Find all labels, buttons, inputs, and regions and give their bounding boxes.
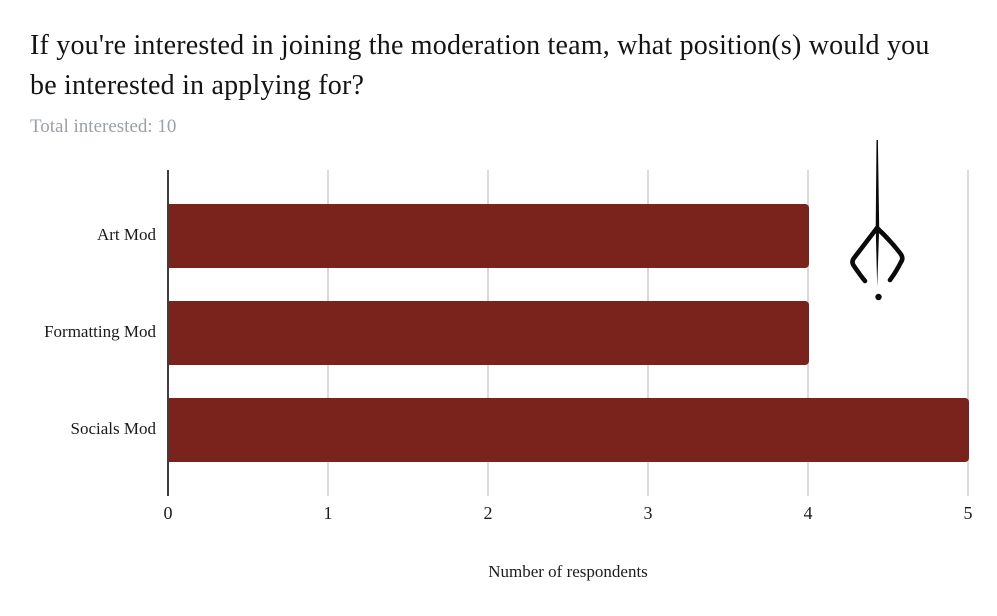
category-axis: Art Mod Formatting Mod Socials Mod <box>0 170 156 496</box>
chart-subtitle: Total interested: 10 <box>30 116 177 137</box>
x-axis-ticks: 0 1 2 3 4 5 <box>164 503 973 527</box>
chart-title: If you're interested in joining the mode… <box>30 30 930 101</box>
bar-art-mod <box>169 204 809 268</box>
gridline-5 <box>967 170 969 496</box>
y-axis-line <box>167 170 169 496</box>
plot-area <box>167 170 969 496</box>
x-tick-label-4: 4 <box>803 503 813 523</box>
x-tick-label-1: 1 <box>323 503 333 523</box>
x-axis-title: Number of respondents <box>488 562 648 581</box>
pen-nib-doodle-icon <box>850 140 905 301</box>
x-tick-label-5: 5 <box>963 503 973 523</box>
x-tick-label-0: 0 <box>163 503 173 523</box>
x-tick-label-3: 3 <box>643 503 653 523</box>
bar-socials-mod <box>169 398 969 462</box>
x-tick-label-2: 2 <box>483 503 493 523</box>
category-label-art-mod: Art Mod <box>96 225 156 244</box>
category-label-formatting-mod: Formatting Mod <box>44 322 156 341</box>
category-label-socials-mod: Socials Mod <box>70 419 156 438</box>
bar-formatting-mod <box>169 301 809 365</box>
